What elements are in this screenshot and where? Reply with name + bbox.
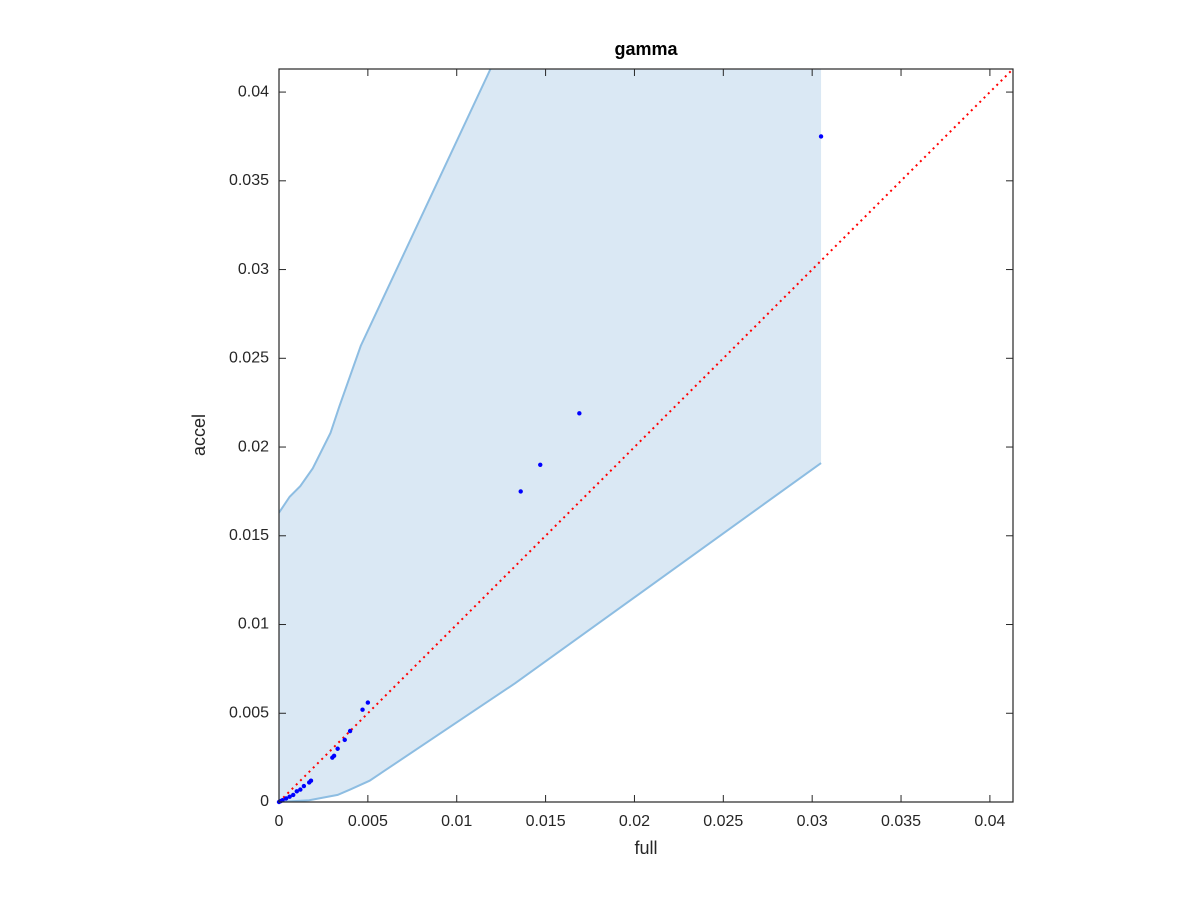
point <box>291 792 296 798</box>
y-tick-label: 0.04 <box>238 83 269 100</box>
x-axis-label: full <box>634 838 657 858</box>
point <box>818 134 824 139</box>
axes-box <box>278 68 1014 803</box>
band-fill <box>279 69 822 802</box>
x-tick-label: 0.035 <box>881 813 921 830</box>
y-tick-label: 0.015 <box>229 527 269 544</box>
point <box>342 737 347 743</box>
y-axis-label: accel <box>189 414 209 456</box>
y-tick-label: 0.03 <box>238 261 269 278</box>
point <box>360 707 365 712</box>
x-tick-label: 0.015 <box>526 813 566 830</box>
y-tick-label: 0.005 <box>229 704 269 721</box>
point <box>538 462 543 467</box>
x-tick-label: 0.02 <box>619 813 650 830</box>
reference-line <box>279 69 1013 802</box>
point <box>298 787 303 792</box>
x-tick-label: 0.01 <box>441 813 472 830</box>
x-tick-label: 0 <box>275 813 284 830</box>
point <box>577 411 582 416</box>
band-lower-edge <box>279 462 822 802</box>
plot-area <box>279 69 1013 802</box>
point <box>307 780 312 785</box>
x-tick-label: 0.025 <box>703 813 743 830</box>
y-tick-label: 0 <box>260 793 269 810</box>
point <box>287 794 292 799</box>
point <box>518 489 523 494</box>
point <box>330 755 335 760</box>
point <box>335 746 340 751</box>
x-tick-label: 0.005 <box>348 813 388 830</box>
point <box>294 789 299 794</box>
point <box>365 700 371 705</box>
x-tick-label: 0.04 <box>974 813 1005 830</box>
point <box>347 728 353 734</box>
point <box>283 796 289 801</box>
y-tick-label: 0.02 <box>238 438 269 455</box>
x-tick-label: 0.03 <box>797 813 828 830</box>
y-tick-label: 0.01 <box>238 616 269 633</box>
chart-title: gamma <box>614 39 678 59</box>
band-upper-edge <box>279 69 492 514</box>
point <box>301 783 307 789</box>
y-tick-label: 0.025 <box>229 350 269 367</box>
y-tick-label: 0.035 <box>229 172 269 189</box>
